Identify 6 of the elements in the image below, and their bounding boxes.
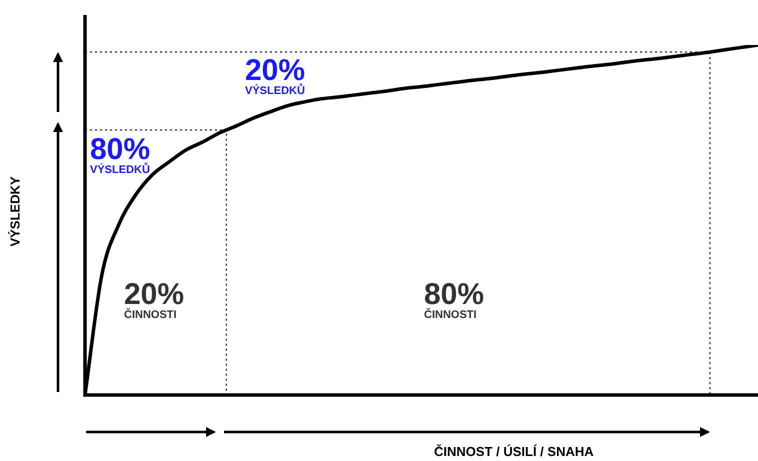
y-axis-title: VÝSLEDKY [8, 176, 23, 247]
x-axis-title: ČINNOST / ÚSILÍ / SNAHA [434, 444, 594, 459]
annotation: 80% ČINNOSTI [424, 278, 484, 321]
annotation: 80% VÝSLEDKŮ [90, 133, 150, 176]
annotation: 20% ČINNOSTI [124, 278, 184, 321]
annotation: 20% VÝSLEDKŮ [245, 54, 306, 97]
